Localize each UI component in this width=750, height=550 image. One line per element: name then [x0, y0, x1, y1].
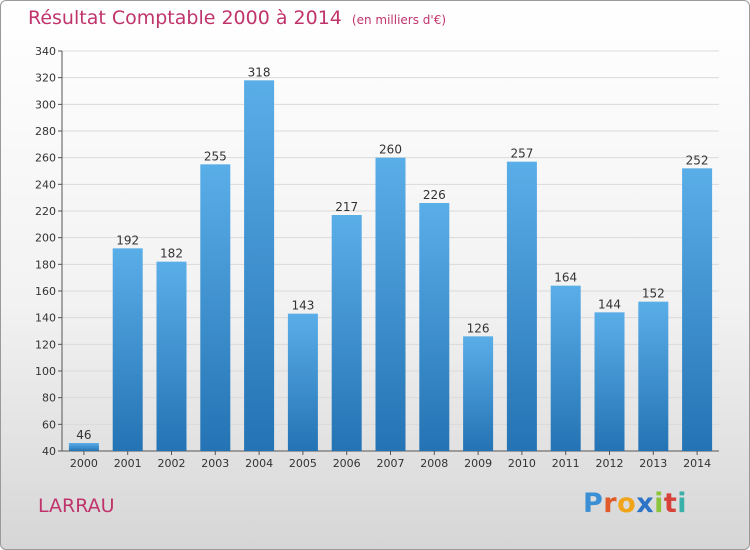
- bar-value-label: 260: [379, 143, 402, 157]
- y-tick-label: 320: [35, 72, 56, 85]
- bar: [331, 215, 362, 451]
- proxiti-logo: Proxiti: [583, 488, 687, 519]
- commune-name: LARRAU: [38, 495, 115, 517]
- bar: [463, 336, 494, 451]
- bar: [375, 157, 406, 451]
- bar: [244, 80, 275, 451]
- y-tick-label: 160: [35, 285, 56, 298]
- x-tick-label: 2004: [245, 457, 273, 470]
- x-tick-label: 2003: [201, 457, 229, 470]
- bar-value-label: 255: [204, 149, 227, 163]
- bar-value-label: 217: [335, 200, 358, 214]
- subtitle-text: (en milliers d'€): [351, 13, 447, 27]
- bar-value-label: 152: [642, 287, 665, 301]
- y-tick-label: 200: [35, 232, 56, 245]
- bar-value-label: 126: [467, 321, 490, 335]
- bar: [112, 248, 143, 451]
- y-tick-label: 260: [35, 152, 56, 165]
- bar-value-label: 257: [510, 147, 533, 161]
- bar-value-label: 46: [76, 428, 91, 442]
- x-tick-label: 2007: [377, 457, 405, 470]
- bar: [506, 161, 537, 451]
- bar-value-label: 144: [598, 297, 621, 311]
- y-tick-label: 40: [42, 445, 56, 458]
- title-text: Résultat Comptable 2000 à 2014: [28, 7, 342, 29]
- bar: [200, 164, 231, 452]
- bar: [638, 301, 669, 451]
- bar-value-label: 318: [248, 65, 271, 79]
- x-tick-label: 2005: [289, 457, 317, 470]
- bar-value-label: 226: [423, 188, 446, 202]
- bar-value-label: 164: [554, 271, 577, 285]
- x-tick-label: 2002: [158, 457, 186, 470]
- x-tick-label: 2000: [70, 457, 98, 470]
- bar: [156, 261, 187, 451]
- y-tick-label: 220: [35, 205, 56, 218]
- logo-letter: P: [583, 488, 604, 519]
- bars: [68, 80, 713, 452]
- labels: 40 60 80 100 120 140 160 180 200 220 240 260 280 300 3…: [35, 45, 711, 470]
- y-tick-label: 100: [35, 365, 56, 378]
- bar-value-label: 252: [686, 153, 709, 167]
- bar-value-label: 182: [160, 247, 183, 261]
- x-tick-label: 2011: [552, 457, 580, 470]
- bar: [550, 285, 581, 451]
- y-tick-label: 180: [35, 258, 56, 271]
- logo-letter: r: [603, 488, 618, 519]
- x-tick-label: 2009: [464, 457, 492, 470]
- y-tick-label: 80: [42, 392, 56, 405]
- y-tick-label: 240: [35, 178, 56, 191]
- x-tick-label: 2010: [508, 457, 536, 470]
- bar: [68, 443, 99, 451]
- logo-letter: t: [663, 488, 678, 519]
- logo-letter: i: [654, 488, 664, 519]
- y-tick-label: 280: [35, 125, 56, 138]
- logo-letter: o: [617, 488, 637, 519]
- x-tick-label: 2008: [420, 457, 448, 470]
- x-tick-label: 2014: [683, 457, 711, 470]
- x-tick-label: 2006: [333, 457, 361, 470]
- y-tick-label: 140: [35, 312, 56, 325]
- bar: [287, 313, 318, 451]
- y-tick-label: 300: [35, 98, 56, 111]
- bar-value-label: 143: [291, 299, 314, 313]
- bar: [682, 168, 713, 452]
- y-tick-label: 120: [35, 338, 56, 351]
- logo-letter: x: [636, 488, 655, 519]
- x-tick-label: 2001: [114, 457, 142, 470]
- bar-value-label: 192: [116, 233, 139, 247]
- x-tick-label: 2013: [639, 457, 667, 470]
- bar: [594, 312, 625, 451]
- logo-letter: i: [677, 488, 688, 519]
- y-tick-label: 340: [35, 45, 56, 58]
- chart-title: Résultat Comptable 2000 à 2014 (en millie…: [28, 7, 446, 29]
- bar: [419, 203, 450, 451]
- y-tick-label: 60: [42, 418, 56, 431]
- x-tick-label: 2012: [596, 457, 624, 470]
